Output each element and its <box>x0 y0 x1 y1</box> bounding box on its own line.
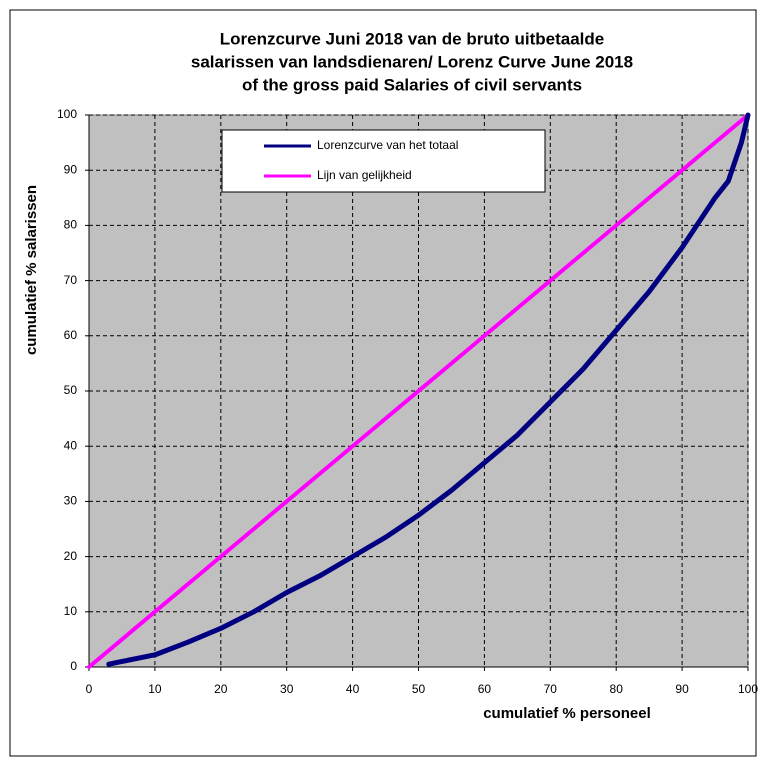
y-tick-label: 90 <box>64 162 78 176</box>
x-tick-label: 90 <box>675 682 689 696</box>
x-tick-label: 0 <box>86 682 93 696</box>
y-tick-label: 0 <box>70 659 77 673</box>
y-tick-label: 100 <box>57 107 77 121</box>
y-tick-label: 30 <box>64 494 78 508</box>
y-axis-label: cumulatief % salarissen <box>23 185 40 355</box>
x-tick-label: 40 <box>346 682 360 696</box>
y-tick-label: 20 <box>64 549 78 563</box>
x-tick-label: 20 <box>214 682 228 696</box>
chart-title: salarissen van landsdienaren/ Lorenz Cur… <box>191 52 633 71</box>
y-tick-label: 80 <box>64 218 78 232</box>
x-tick-label: 100 <box>738 682 758 696</box>
y-tick-label: 60 <box>64 328 78 342</box>
x-tick-label: 10 <box>148 682 162 696</box>
series-line <box>87 113 750 669</box>
x-tick-label: 30 <box>280 682 294 696</box>
y-tick-label: 10 <box>64 604 78 618</box>
legend-box <box>221 129 546 193</box>
x-tick-label: 50 <box>412 682 426 696</box>
y-tick-label: 70 <box>64 273 78 287</box>
y-tick-label: 50 <box>64 383 78 397</box>
chart-title: Lorenzcurve Juni 2018 van de bruto uitbe… <box>220 29 605 48</box>
x-tick-label: 60 <box>478 682 492 696</box>
x-tick-label: 80 <box>610 682 624 696</box>
x-axis-label: cumulatief % personeel <box>483 705 651 722</box>
x-tick-label: 70 <box>544 682 558 696</box>
y-tick-label: 40 <box>64 438 78 452</box>
legend-label: Lijn van gelijkheid <box>317 168 412 182</box>
legend-label: Lorenzcurve van het totaal <box>317 138 458 152</box>
series-line <box>106 112 751 667</box>
chart-title: of the gross paid Salaries of civil serv… <box>242 75 582 94</box>
